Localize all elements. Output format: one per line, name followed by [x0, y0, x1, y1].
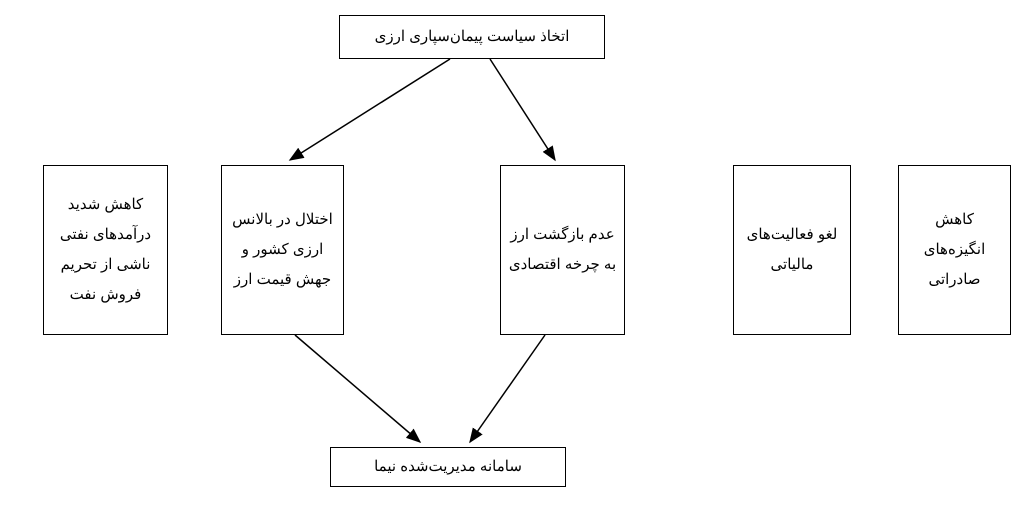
node-mid-2: لغو فعالیت‌های مالیاتی: [733, 165, 851, 335]
node-mid-4: اختلال در بالانس ارزی کشور و جهش قیمت ار…: [221, 165, 344, 335]
node-mid-1: کاهش انگیزه‌های صادراتی: [898, 165, 1011, 335]
node-mid-3: عدم بازگشت ارز به چرخه اقتصادی: [500, 165, 625, 335]
edge-top-to-mid4: [290, 59, 450, 160]
node-mid-1-label: کاهش انگیزه‌های صادراتی: [905, 205, 1004, 295]
node-bottom: سامانه مدیریت‌شده نیما: [330, 447, 566, 487]
node-mid-2-label: لغو فعالیت‌های مالیاتی: [740, 220, 844, 280]
edge-mid4-to-bottom: [295, 335, 420, 442]
edge-mid3-to-bottom: [470, 335, 545, 442]
node-mid-3-label: عدم بازگشت ارز به چرخه اقتصادی: [507, 220, 618, 280]
node-mid-4-label: اختلال در بالانس ارزی کشور و جهش قیمت ار…: [228, 205, 337, 295]
node-mid-5: کاهش شدید درآمدهای نفتی ناشی از تحریم فر…: [43, 165, 168, 335]
node-bottom-label: سامانه مدیریت‌شده نیما: [374, 452, 522, 482]
node-top: اتخاذ سیاست پیمان‌سپاری ارزی: [339, 15, 605, 59]
node-mid-5-label: کاهش شدید درآمدهای نفتی ناشی از تحریم فر…: [50, 190, 161, 310]
edge-top-to-mid3: [490, 59, 555, 160]
node-top-label: اتخاذ سیاست پیمان‌سپاری ارزی: [375, 22, 570, 52]
